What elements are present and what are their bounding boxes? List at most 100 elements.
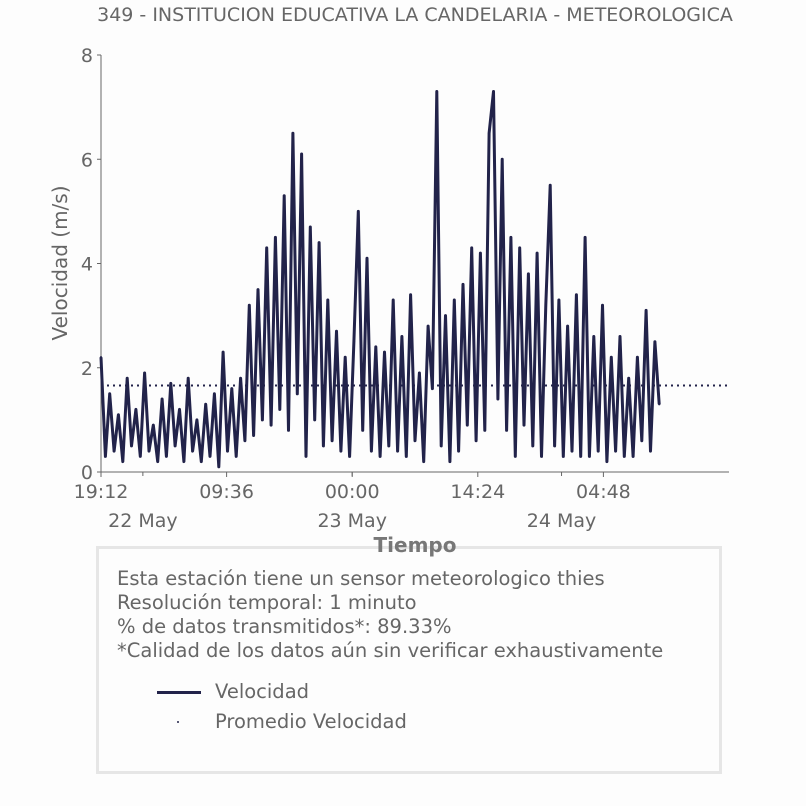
x-tick-label: 14:24 xyxy=(450,481,505,503)
velocidad-point xyxy=(304,455,308,458)
velocidad-point xyxy=(575,293,578,296)
velocidad-point xyxy=(653,340,657,343)
velocidad-point xyxy=(570,449,574,453)
velocidad-point xyxy=(413,439,417,442)
velocidad-point xyxy=(496,397,500,401)
velocidad-point xyxy=(169,382,172,385)
velocidad-point xyxy=(195,418,199,422)
velocidad-point xyxy=(492,90,495,93)
velocidad-point xyxy=(474,439,478,442)
y-tick-label: 6 xyxy=(81,149,93,171)
velocidad-point xyxy=(658,403,661,406)
velocidad-point xyxy=(322,444,325,448)
velocidad-point xyxy=(623,455,626,458)
velocidad-point xyxy=(221,350,225,354)
chart-title: 349 - INSTITUCION EDUCATIVA LA CANDELARI… xyxy=(97,4,733,26)
y-tick-label: 2 xyxy=(81,358,93,380)
velocidad-point xyxy=(470,246,473,250)
velocidad-point xyxy=(396,449,399,453)
velocidad-point xyxy=(514,455,517,458)
velocidad-point xyxy=(535,251,539,255)
y-tick-label: 8 xyxy=(81,45,93,67)
velocidad-point xyxy=(208,455,212,458)
velocidad-point xyxy=(562,455,565,458)
y-tick-label: 0 xyxy=(81,462,93,484)
velocidad-point xyxy=(540,455,543,458)
velocidad-point xyxy=(400,335,404,338)
date-label: 23 May xyxy=(317,510,387,532)
velocidad-point xyxy=(130,444,133,448)
velocidad-point xyxy=(378,455,382,458)
velocidad-point xyxy=(557,298,561,302)
velocidad-point xyxy=(213,392,216,396)
velocidad-point xyxy=(160,397,164,401)
velocidad-point xyxy=(317,241,321,244)
velocidad-point xyxy=(234,455,238,458)
velocidad-point xyxy=(387,444,391,448)
velocidad-point xyxy=(104,455,107,458)
velocidad-point xyxy=(339,449,343,453)
velocidad-point xyxy=(566,324,569,328)
velocidad-point xyxy=(147,449,151,453)
x-tick-label: 09:36 xyxy=(199,481,254,503)
info-transmitted: % de datos transmitidos*: 89.33% xyxy=(117,615,452,638)
info-sensor: Esta estación tiene un sensor meteorolog… xyxy=(117,567,605,590)
velocidad-point xyxy=(509,236,513,239)
velocidad-point xyxy=(278,408,282,411)
velocidad-point xyxy=(479,251,482,255)
velocidad-point xyxy=(601,304,604,307)
velocidad-point xyxy=(156,460,159,463)
velocidad-point xyxy=(313,418,316,422)
velocidad-point xyxy=(466,423,469,427)
series-layer xyxy=(99,90,729,469)
velocidad-point xyxy=(592,335,596,338)
velocidad-point xyxy=(453,298,456,302)
velocidad-point xyxy=(531,444,534,448)
velocidad-point xyxy=(204,403,207,406)
velocidad-point xyxy=(444,314,447,317)
x-axis-label: Tiempo xyxy=(373,533,457,557)
legend-label-velocidad: Velocidad xyxy=(215,680,310,703)
velocidad-point xyxy=(588,455,591,458)
velocidad-point xyxy=(143,371,146,375)
velocidad-point xyxy=(483,429,486,432)
velocidad-point xyxy=(182,460,186,463)
velocidad-point xyxy=(409,293,412,296)
velocidad-point xyxy=(217,465,220,468)
legend-label-promedio: Promedio Velocidad xyxy=(215,710,407,733)
velocidad-point xyxy=(501,158,504,161)
velocidad-point xyxy=(431,387,434,390)
velocidad-point xyxy=(426,324,430,328)
velocidad-point xyxy=(300,152,303,156)
velocidad-point xyxy=(165,455,168,458)
info-resolution: Resolución temporal: 1 minuto xyxy=(117,591,417,614)
velocidad-point xyxy=(418,371,421,375)
velocidad-point xyxy=(579,455,582,458)
velocidad-line xyxy=(99,90,661,469)
velocidad-point xyxy=(330,439,334,442)
velocidad-point xyxy=(265,246,268,250)
velocidad-point xyxy=(256,288,260,291)
velocidad-point xyxy=(487,131,491,135)
velocidad-point xyxy=(631,455,635,458)
solid-line-swatch-icon xyxy=(157,686,201,698)
legend-item-velocidad: Velocidad xyxy=(157,680,309,703)
y-tick-label: 4 xyxy=(81,254,93,276)
velocidad-point xyxy=(187,376,190,380)
velocidad-point xyxy=(370,449,373,453)
velocidad-point xyxy=(614,449,617,453)
velocidad-point xyxy=(248,304,251,307)
velocidad-point xyxy=(243,439,247,442)
velocidad-point xyxy=(352,340,356,343)
velocidad-point xyxy=(309,225,312,229)
velocidad-point xyxy=(274,236,277,239)
velocidad-point xyxy=(640,439,643,442)
velocidad-point xyxy=(335,330,338,333)
velocidad-point xyxy=(583,236,587,239)
velocidad-point xyxy=(644,309,648,312)
velocidad-point xyxy=(548,184,552,187)
velocidad-point xyxy=(291,131,295,135)
velocidad-point xyxy=(448,460,452,463)
velocidad-point xyxy=(361,429,364,432)
